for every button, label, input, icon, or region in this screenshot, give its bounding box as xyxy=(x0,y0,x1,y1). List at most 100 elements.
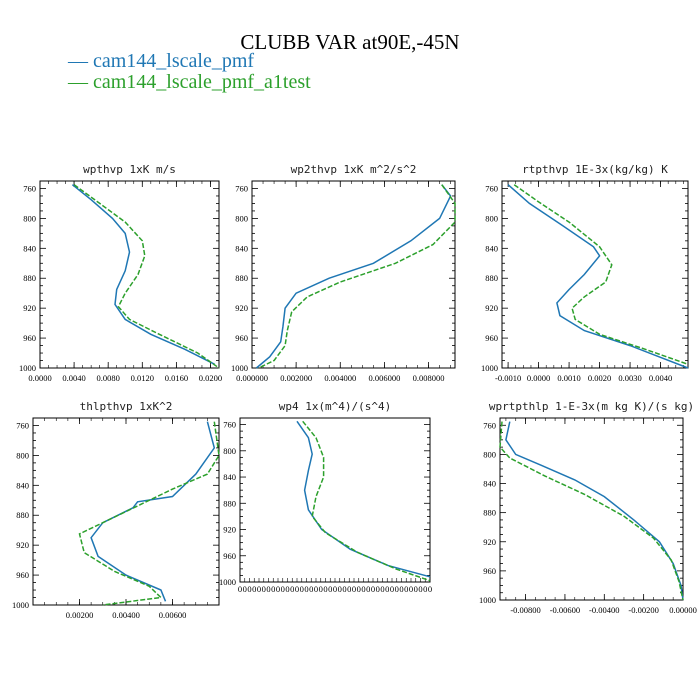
x-tick-label-dense: 0 xyxy=(361,584,365,594)
y-tick-label: 880 xyxy=(235,273,248,283)
x-tick-label-dense: 0 xyxy=(338,584,342,594)
x-tick-label: 0.0030 xyxy=(618,373,641,383)
x-tick-label: 0.0200 xyxy=(199,373,222,383)
y-tick-label: 880 xyxy=(223,498,236,508)
x-tick-label: 0.0000 xyxy=(527,373,550,383)
x-tick-label-dense: 0 xyxy=(428,584,432,594)
x-tick-label-dense: 0 xyxy=(314,584,318,594)
panel-6: wprtpthlp 1-E-3x(m kg K)/(s kg) 760 800 840… xyxy=(479,400,697,615)
legend-entry-series-2: — cam144_lscale_pmf_a1test xyxy=(68,71,311,93)
x-tick-label-dense: 0 xyxy=(423,584,427,594)
series-line-2 xyxy=(499,421,684,601)
series-line-2 xyxy=(302,420,431,582)
panel-3: rtpthvp 1E-3x(kg/kg) K 760 800 840 880 920 960… xyxy=(481,163,689,383)
series-line-1 xyxy=(296,420,431,578)
y-tick-label: 760 xyxy=(23,183,36,193)
plot-frame xyxy=(239,417,431,583)
x-tick-label-dense: 0 xyxy=(399,584,403,594)
series-line-2 xyxy=(78,421,220,606)
y-tick-label: 960 xyxy=(223,551,236,561)
x-tick-label-dense: 0 xyxy=(385,584,389,594)
y-tick-label: 880 xyxy=(485,273,498,283)
x-tick-label-dense: 0 xyxy=(257,584,261,594)
x-tick-label-dense: 0 xyxy=(300,584,304,594)
y-tick-label: 960 xyxy=(16,570,29,580)
x-tick-label-dense: 0 xyxy=(328,584,332,594)
x-tick-label: 0.0040 xyxy=(62,373,85,383)
x-tick-label-dense: 0 xyxy=(252,584,256,594)
x-tick-label-dense: 0 xyxy=(395,584,399,594)
y-tick-label: 1000 xyxy=(481,363,498,373)
plot-frame xyxy=(251,180,456,369)
y-tick-label: 920 xyxy=(483,537,496,547)
y-tick-label: 840 xyxy=(16,480,29,490)
x-tick-label: 0.0040 xyxy=(649,373,672,383)
x-tick-label-dense: 0 xyxy=(357,584,361,594)
series-line-2 xyxy=(513,184,689,366)
y-tick-label: 920 xyxy=(16,540,29,550)
y-tick-label: 800 xyxy=(223,446,236,456)
x-tick-label: -0.00800 xyxy=(510,605,540,615)
y-tick-label: 920 xyxy=(23,303,36,313)
x-tick-label-dense: 0 xyxy=(371,584,375,594)
panel-title: thlpthvp 1xK^2 xyxy=(80,400,173,413)
x-tick-label: 0.000000 xyxy=(236,373,268,383)
series-line-1 xyxy=(505,421,684,601)
y-tick-label: 960 xyxy=(483,566,496,576)
x-tick-label-dense: 0 xyxy=(380,584,384,594)
series-line-1 xyxy=(90,421,216,602)
y-tick-label: 920 xyxy=(485,303,498,313)
x-tick-label-dense: 0 xyxy=(409,584,413,594)
y-tick-label: 960 xyxy=(235,333,248,343)
plot-frame xyxy=(39,180,220,369)
y-tick-label: 760 xyxy=(485,183,498,193)
x-tick-label-dense: 0 xyxy=(376,584,380,594)
y-tick-label: 1000 xyxy=(231,363,248,373)
series-line-1 xyxy=(71,184,216,365)
y-tick-label: 800 xyxy=(485,213,498,223)
x-tick-label: 0.004000 xyxy=(324,373,356,383)
y-tick-label: 960 xyxy=(23,333,36,343)
legend-entry-series-1: — cam144_lscale_pmf xyxy=(68,50,255,72)
y-tick-label: 800 xyxy=(23,213,36,223)
y-tick-label: 840 xyxy=(235,243,248,253)
x-tick-label: 0.0010 xyxy=(557,373,580,383)
x-tick-label: 0.002000 xyxy=(280,373,312,383)
x-tick-label-dense: 0 xyxy=(276,584,280,594)
x-tick-label-dense: 0 xyxy=(333,584,337,594)
y-tick-label: 920 xyxy=(235,303,248,313)
x-tick-label-dense: 0 xyxy=(290,584,294,594)
x-tick-label-dense: 0 xyxy=(418,584,422,594)
y-tick-label: 800 xyxy=(483,449,496,459)
x-tick-label: 0.0000 xyxy=(28,373,51,383)
y-tick-label: 760 xyxy=(223,420,236,430)
x-tick-label: 0.00600 xyxy=(159,610,187,620)
y-tick-label: 800 xyxy=(235,213,248,223)
x-tick-label-dense: 0 xyxy=(262,584,266,594)
y-tick-label: 960 xyxy=(485,333,498,343)
y-tick-label: 880 xyxy=(483,508,496,518)
x-tick-label-dense: 0 xyxy=(243,584,247,594)
x-tick-label: 0.006000 xyxy=(368,373,400,383)
x-tick-label: 0.0160 xyxy=(165,373,188,383)
x-tick-label: 0.00200 xyxy=(66,610,94,620)
x-tick-label-dense: 0 xyxy=(238,584,242,594)
legend-label-series-2: cam144_lscale_pmf_a1test xyxy=(93,71,311,93)
panel-4: thlpthvp 1xK^2 760 800 840 880 920 960 1000 0.00… xyxy=(12,400,220,620)
y-tick-label: 760 xyxy=(16,420,29,430)
series-line-1 xyxy=(255,184,452,369)
x-tick-label-dense: 0 xyxy=(309,584,313,594)
panel-title: rtpthvp 1E-3x(kg/kg) K xyxy=(522,163,668,176)
y-tick-label: 840 xyxy=(223,472,236,482)
x-tick-label-dense: 0 xyxy=(347,584,351,594)
x-tick-label: 0.00000 xyxy=(669,605,697,615)
x-tick-label: 0.008000 xyxy=(413,373,445,383)
x-tick-label-dense: 0 xyxy=(295,584,299,594)
y-tick-label: 880 xyxy=(23,273,36,283)
x-tick-label: 0.00400 xyxy=(112,610,140,620)
x-tick-label-dense: 0 xyxy=(304,584,308,594)
series-line-1 xyxy=(507,184,689,369)
x-tick-label-dense: 0 xyxy=(414,584,418,594)
y-tick-label: 1000 xyxy=(12,600,29,610)
